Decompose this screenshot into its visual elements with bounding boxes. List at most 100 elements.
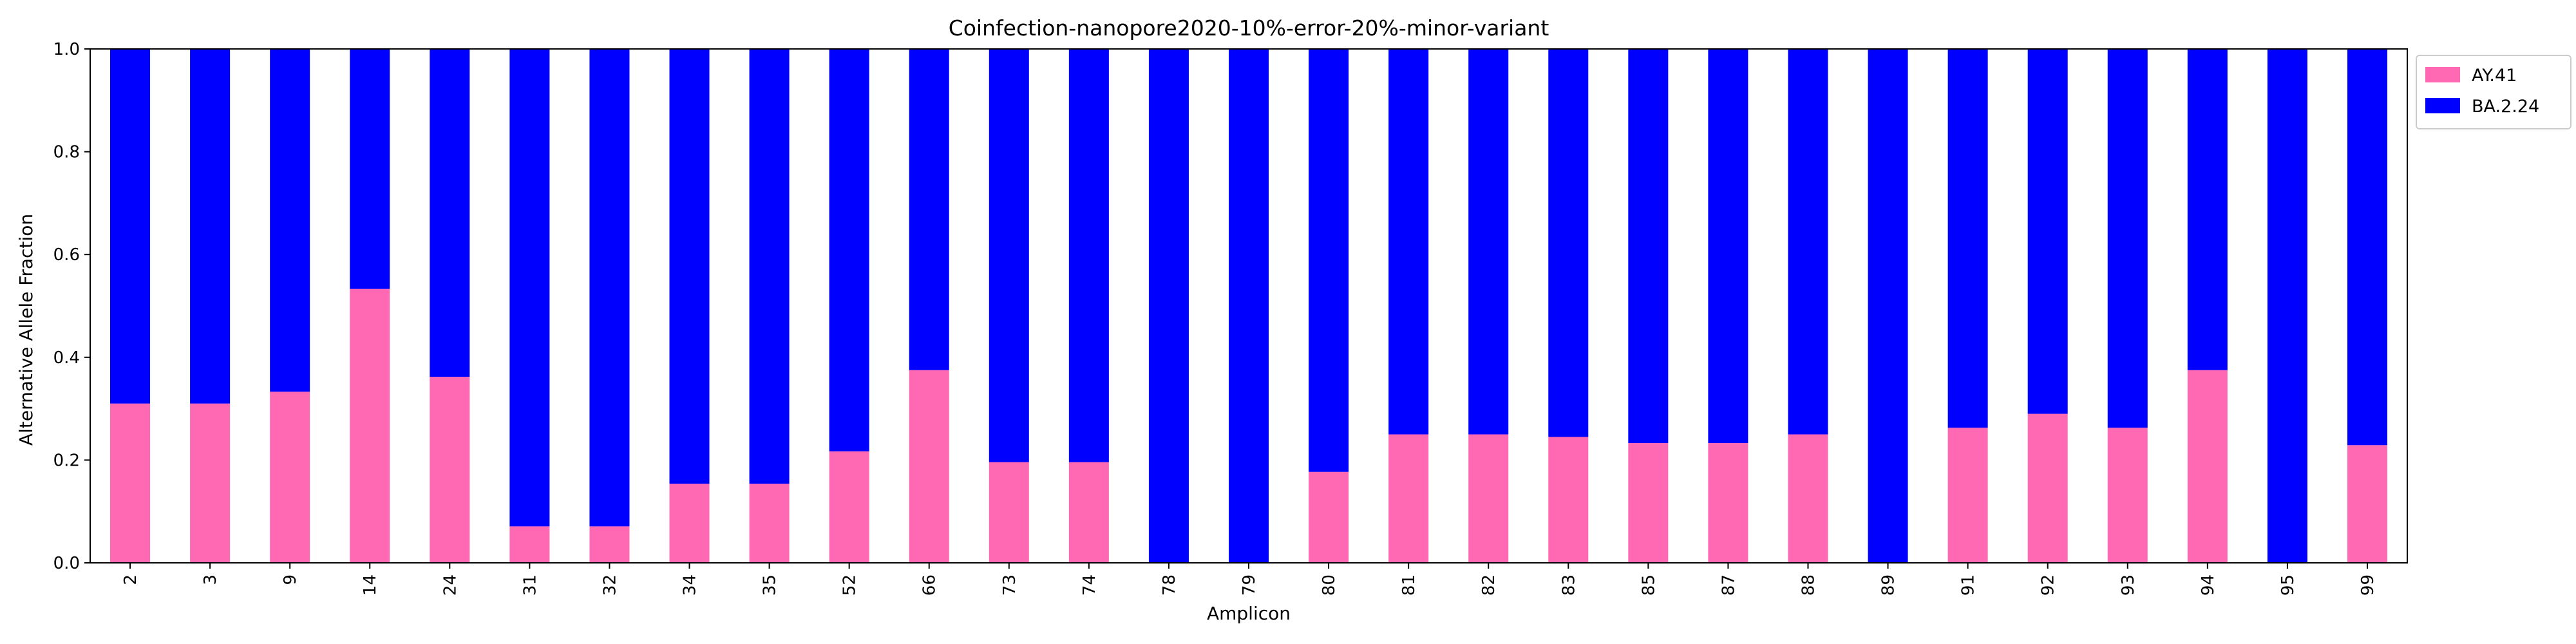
x-tick-label: 83 <box>1559 574 1578 596</box>
x-axis-label: Amplicon <box>1207 603 1291 624</box>
x-tick-label: 87 <box>1719 574 1738 596</box>
x-tick-label: 91 <box>1959 574 1978 596</box>
bar-segment-series-1-amplicon-9 <box>270 49 310 392</box>
bar-segment-series-1-amplicon-88 <box>1788 49 1828 435</box>
bar-segment-series-0-amplicon-83 <box>1548 437 1589 563</box>
x-tick-label: 99 <box>2358 574 2378 596</box>
bar-segment-series-0-amplicon-24 <box>430 377 470 563</box>
bar-segment-series-1-amplicon-3 <box>190 49 231 404</box>
bar-segment-series-0-amplicon-93 <box>2107 428 2148 563</box>
legend-swatch <box>2425 67 2460 82</box>
bar-segment-series-1-amplicon-14 <box>350 49 390 289</box>
bar-segment-series-1-amplicon-85 <box>1628 49 1669 444</box>
y-tick-label: 0.4 <box>53 348 80 368</box>
bar-segment-series-1-amplicon-52 <box>829 49 869 451</box>
x-tick-label: 79 <box>1240 574 1259 596</box>
bar-segment-series-0-amplicon-32 <box>589 526 630 563</box>
bar-segment-series-0-amplicon-94 <box>2187 370 2228 563</box>
y-tick-label: 0.8 <box>53 143 80 162</box>
bar-segment-series-1-amplicon-73 <box>989 49 1029 462</box>
legend-swatch <box>2425 98 2460 113</box>
x-tick-label: 88 <box>1799 574 1818 596</box>
bar-segment-series-0-amplicon-81 <box>1388 434 1429 563</box>
y-tick-label: 0.2 <box>53 451 80 470</box>
x-tick-label: 74 <box>1080 574 1099 596</box>
legend: AY.41 BA.2.24 <box>2416 55 2571 129</box>
bar-segment-series-1-amplicon-94 <box>2187 49 2228 370</box>
bar-segment-series-0-amplicon-74 <box>1068 462 1109 563</box>
bar-segment-series-1-amplicon-95 <box>2267 49 2307 563</box>
x-tick-label: 89 <box>1879 574 1899 596</box>
bar-segment-series-0-amplicon-9 <box>270 392 310 563</box>
bar-segment-series-1-amplicon-81 <box>1388 49 1429 435</box>
x-tick-label: 31 <box>520 574 540 596</box>
legend-label: BA.2.24 <box>2472 97 2539 117</box>
bar-segment-series-1-amplicon-83 <box>1548 49 1589 437</box>
x-tick-label: 32 <box>600 574 620 596</box>
x-tick-label: 81 <box>1399 574 1419 596</box>
bar-segment-series-1-amplicon-92 <box>2027 49 2068 414</box>
bar-segment-series-0-amplicon-66 <box>909 370 949 563</box>
x-tick-label: 14 <box>361 574 380 596</box>
axes-layer: 0.0 0.2 0.4 0.6 0.8 1.0 2 3 9 14 24 31 32 34 35 52 66 73 7… <box>53 40 2408 596</box>
x-tick-label: 80 <box>1320 574 1339 596</box>
bar-segment-series-1-amplicon-89 <box>1868 49 1908 563</box>
bar-segment-series-1-amplicon-79 <box>1228 49 1269 563</box>
bar-segment-series-0-amplicon-88 <box>1788 434 1828 563</box>
bar-segment-series-0-amplicon-82 <box>1468 434 1509 563</box>
x-tick-label: 92 <box>2039 574 2058 596</box>
x-tick-label: 35 <box>761 574 780 596</box>
bar-segment-series-1-amplicon-66 <box>909 49 949 370</box>
bar-segment-series-0-amplicon-99 <box>2347 445 2387 563</box>
x-tick-label: 66 <box>920 574 940 596</box>
y-tick-label: 0.6 <box>53 245 80 265</box>
bar-segment-series-1-amplicon-35 <box>749 49 790 484</box>
bar-segment-series-1-amplicon-87 <box>1708 49 1748 444</box>
bar-segment-series-1-amplicon-24 <box>430 49 470 377</box>
bar-segment-series-1-amplicon-99 <box>2347 49 2387 446</box>
bar-segment-series-1-amplicon-34 <box>669 49 710 484</box>
bar-segment-series-1-amplicon-80 <box>1309 49 1349 472</box>
chart-title: Coinfection-nanopore2020-10%-error-20%-m… <box>949 15 1549 41</box>
bar-segment-series-0-amplicon-52 <box>829 451 869 563</box>
bar-segment-series-0-amplicon-91 <box>1947 428 1988 563</box>
bar-segment-series-1-amplicon-93 <box>2107 49 2148 428</box>
bar-segment-series-1-amplicon-32 <box>589 49 630 527</box>
x-tick-label: 93 <box>2119 574 2138 596</box>
bar-segment-series-1-amplicon-91 <box>1947 49 1988 428</box>
x-tick-label: 82 <box>1479 574 1499 596</box>
bar-segment-series-0-amplicon-34 <box>669 484 710 563</box>
y-tick-label: 0.0 <box>53 554 80 573</box>
x-tick-label: 34 <box>681 574 700 596</box>
bar-segment-series-0-amplicon-92 <box>2027 413 2068 563</box>
x-tick-label: 9 <box>281 574 300 585</box>
y-axis-label: Alternative Allele Fraction <box>15 214 37 446</box>
bar-segment-series-1-amplicon-74 <box>1068 49 1109 462</box>
bar-segment-series-0-amplicon-73 <box>989 462 1029 563</box>
bars-layer <box>110 49 2387 563</box>
bar-segment-series-0-amplicon-35 <box>749 484 790 563</box>
x-tick-label: 52 <box>840 574 860 596</box>
x-tick-label: 95 <box>2278 574 2298 596</box>
x-tick-label: 24 <box>440 574 460 596</box>
x-tick-label: 94 <box>2199 574 2218 596</box>
bar-segment-series-1-amplicon-2 <box>110 49 151 404</box>
x-tick-label: 2 <box>121 574 140 585</box>
bar-segment-series-0-amplicon-31 <box>509 526 550 563</box>
x-tick-label: 85 <box>1639 574 1658 596</box>
bar-segment-series-0-amplicon-85 <box>1628 443 1669 563</box>
x-tick-label: 73 <box>1000 574 1019 596</box>
bar-segment-series-0-amplicon-14 <box>350 289 390 563</box>
bar-segment-series-0-amplicon-2 <box>110 403 151 563</box>
bar-segment-series-0-amplicon-87 <box>1708 443 1748 563</box>
bar-segment-series-1-amplicon-31 <box>509 49 550 527</box>
bar-segment-series-0-amplicon-80 <box>1309 471 1349 563</box>
bar-segment-series-0-amplicon-3 <box>190 403 231 563</box>
x-tick-label: 3 <box>201 574 220 585</box>
y-tick-label: 1.0 <box>53 40 80 59</box>
bar-segment-series-1-amplicon-78 <box>1148 49 1189 563</box>
x-tick-label: 78 <box>1160 574 1179 596</box>
bar-segment-series-1-amplicon-82 <box>1468 49 1509 435</box>
